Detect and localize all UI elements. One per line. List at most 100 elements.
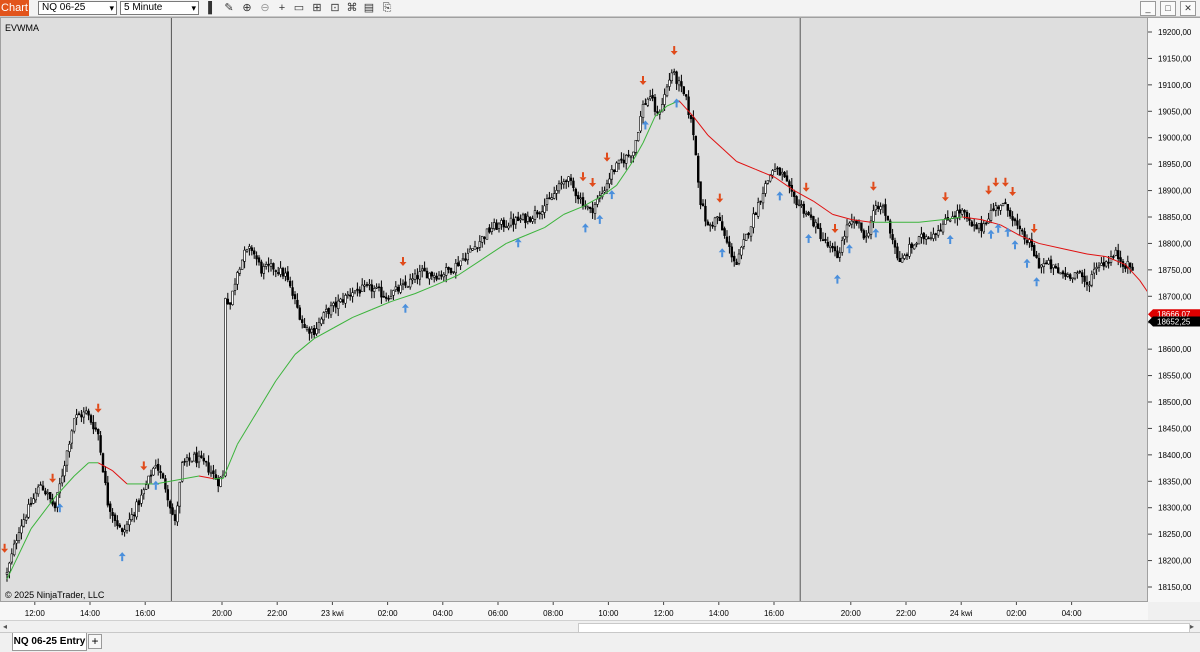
candle-body [353,290,357,293]
candle-body [778,167,782,176]
time-tick-label: 20:00 [841,609,862,618]
buy-signal-arrow [641,120,649,130]
candle-body [586,206,590,209]
zoom-out-icon[interactable]: ⊖ [260,2,270,14]
crosshair-icon[interactable]: + [278,2,286,14]
bar-style-icon[interactable]: ▌ [208,2,216,14]
candle-body [370,284,373,292]
candle-body [1042,263,1046,267]
candle-body [346,294,349,296]
candle-body [800,204,803,206]
candle-body [795,196,798,206]
candle-body [989,209,993,221]
candle-body [267,263,270,266]
candle-body [279,267,282,275]
evwma-segment [457,258,483,276]
scroll-left-icon[interactable]: ◂ [3,622,8,631]
draw-tool-icon[interactable]: ✎ [224,2,234,14]
evwma-segment [918,219,944,223]
candle-body [471,248,474,251]
template-icon[interactable]: ▤ [363,2,375,14]
price-axis[interactable]: 18150,00 18200,00 18250,00 18300,00 18350,00… [1148,17,1200,602]
candle-body [1085,282,1089,285]
close-icon[interactable]: ✕ [1180,1,1196,16]
price-chart[interactable] [1,18,1148,602]
candle-body [694,135,698,156]
candle-body [1109,256,1113,263]
candle-body [171,507,174,515]
instrument-selector[interactable]: NQ 06-25 ▾ [38,1,117,15]
candle-body [320,318,323,325]
candle-body [881,205,885,208]
indicators-icon[interactable]: ⊡ [330,2,340,14]
candle-body [648,96,652,100]
evwma-segment [1038,242,1064,250]
interval-selector[interactable]: 5 Minute ▾ [120,1,199,15]
candle-body [771,170,774,176]
sell-signal-arrow [985,185,993,195]
candle-body [401,283,405,285]
candle-body [845,224,849,238]
chart-panel[interactable]: EVWMA © 2025 NinjaTrader, LLC [0,17,1148,602]
buy-signal-arrow [152,480,160,490]
candle-body [581,197,585,207]
app-label[interactable]: Chart [0,0,29,16]
candle-body [668,79,671,87]
candle-body [193,453,196,462]
candle-body [53,502,57,509]
candle-body [744,233,748,241]
maximize-icon[interactable]: □ [1160,1,1176,16]
candle-body [773,169,777,172]
attach-icon[interactable]: ⎘ [382,2,392,14]
zoom-in-icon[interactable]: ⊕ [242,2,252,14]
candle-body [912,244,916,250]
candle-body [300,319,304,323]
candle-body [145,484,148,490]
candle-body [413,273,417,280]
candle-body [1016,220,1019,226]
candle-body [680,81,683,87]
candle-body [792,191,796,197]
candle-body [812,216,815,227]
candle-body [94,427,98,430]
candle-body [375,286,378,289]
candle-body [562,181,566,185]
add-tab-button[interactable]: + [88,634,102,649]
minimize-icon[interactable]: _ [1140,1,1156,16]
candle-body [128,519,131,526]
candle-body [161,473,165,479]
data-box-icon[interactable]: ▭ [293,2,305,14]
candle-body [214,474,217,480]
candle-body [735,261,738,265]
price-tick-label: 19200,00 [1158,28,1192,37]
candle-body [82,411,86,418]
candle-body [27,504,30,518]
scroll-right-icon[interactable]: ▸ [1190,622,1195,631]
candle-body [826,241,830,247]
sell-signal-arrow [94,403,102,413]
sell-signal-arrow [992,177,1000,187]
candle-body [157,463,160,471]
sell-signal-arrow [603,152,611,162]
properties-icon[interactable]: ⊞ [312,2,322,14]
candle-body [255,255,258,260]
horizontal-scrollbar[interactable]: ◂ ▸ [0,620,1200,633]
candle-body [632,151,635,156]
candle-body [807,212,810,216]
candle-body [507,225,510,229]
candle-body [591,208,594,213]
candle-body [550,197,554,200]
time-axis[interactable]: 12:00 14:00 16:00 20:00 22:00 23 kwi 02:00 04:0… [0,602,1148,620]
candle-body [173,514,177,521]
time-tick-label: 22:00 [267,609,288,618]
candle-body [312,327,316,335]
candle-body [514,217,518,225]
buy-signal-arrow [833,274,841,284]
tab-nq-entry[interactable]: NQ 06-25 Entry [12,633,87,651]
evwma-segment [793,190,814,202]
candle-body [1069,274,1072,279]
candle-body [615,162,618,172]
candle-body [898,258,902,263]
strategies-icon[interactable]: ⌘ [346,2,358,14]
evwma-segment [678,100,694,117]
